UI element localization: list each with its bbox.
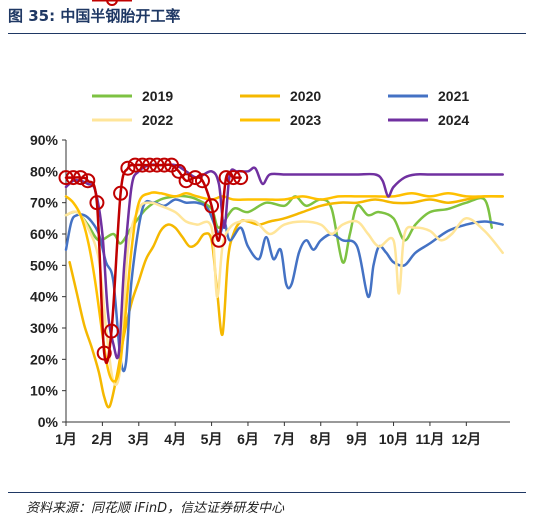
data-point-2025 [89,195,105,211]
y-tick-label: 50% [30,257,59,273]
x-tick-label: 2月 [91,431,113,447]
y-tick-label: 30% [30,320,59,336]
x-tick-label: 6月 [237,431,259,447]
data-point-2025 [178,173,194,189]
data-point-2025 [156,157,172,173]
data-point-2025 [233,170,249,186]
data-point-2025 [127,157,143,173]
chart-axes: 0% 10% 20% 30% 40% 50% 60% 70% 80% 90% 1月 2月 3月 4月 5月 6… [30,132,510,447]
legend-label: 2022 [142,112,173,128]
data-point-2025 [58,170,74,186]
chart-legend: 2019 2020 2021 2022 2023 2024 2025 [92,0,469,128]
x-tick-label: 11月 [416,431,445,447]
y-tick-label: 70% [30,195,59,211]
y-tick-label: 10% [30,383,59,399]
data-point-2025 [142,157,158,173]
x-tick-label: 10月 [379,431,409,447]
x-tick-label: 4月 [164,431,186,447]
data-point-2025 [211,232,227,248]
data-point-2025 [204,198,220,214]
data-point-2025 [218,170,234,186]
legend-item-2025: 2025 [92,0,173,6]
chart-series [58,157,504,409]
y-tick-label: 90% [30,132,59,148]
data-point-2025 [194,173,210,189]
data-point-2025 [103,323,119,339]
legend-item-2020: 2020 [240,88,321,104]
source-rule [8,492,526,493]
legend-label: 2020 [290,88,321,104]
legend-item-2022: 2022 [92,112,173,128]
data-point-2025 [120,160,136,176]
data-point-2025 [73,170,89,186]
legend-item-2023: 2023 [240,112,321,128]
y-tick-label: 80% [30,163,59,179]
data-point-2025 [65,170,81,186]
data-point-2025 [113,185,129,201]
data-point-2025 [225,170,241,186]
data-point-2025 [80,173,96,189]
data-point-2025 [187,170,203,186]
data-point-2025 [134,157,150,173]
y-tick-label: 60% [30,226,59,242]
data-point-2025 [96,345,112,361]
legend-item-2024: 2024 [388,112,469,128]
x-tick-label: 9月 [346,431,368,447]
legend-item-2021: 2021 [388,88,469,104]
data-point-2025 [149,157,165,173]
legend-label: 2024 [438,112,469,128]
x-tick-label: 5月 [201,431,223,447]
legend-marker [106,0,118,6]
figure-title: 图 35: 中国半钢胎开工率 [8,7,181,25]
legend-label: 2021 [438,88,469,104]
y-tick-label: 40% [30,289,59,305]
legend-label: 2019 [142,88,173,104]
x-tick-label: 8月 [310,431,332,447]
data-point-2025 [171,163,187,179]
x-tick-label: 3月 [128,431,150,447]
legend-label: 2025 [142,0,173,3]
legend-label: 2023 [290,112,321,128]
y-tick-label: 0% [38,414,59,430]
x-tick-label: 1月 [55,431,77,447]
source-note: 资料来源：同花顺 iFinD，信达证券研发中心 [26,501,285,516]
x-tick-label: 7月 [273,431,295,447]
series-line-2024 [64,163,504,360]
legend-item-2019: 2019 [92,88,173,104]
title-rule [8,33,526,34]
y-tick-label: 20% [30,351,59,367]
x-tick-label: 12月 [452,431,482,447]
